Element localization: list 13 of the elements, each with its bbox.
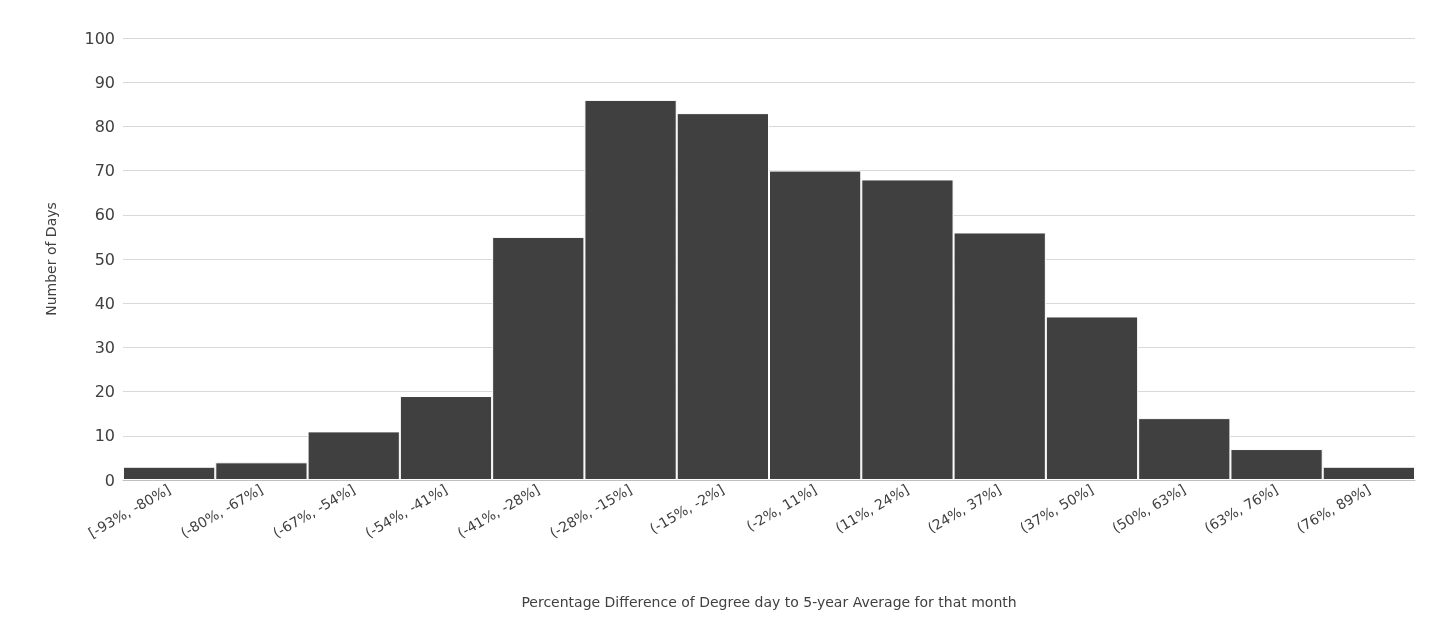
y-tick-label: 90 [94, 72, 115, 92]
y-tick-label: 80 [94, 116, 115, 136]
y-tick-label: 70 [94, 161, 115, 181]
y-axis-title: Number of Days [43, 202, 59, 316]
y-tick-label: 50 [94, 249, 115, 269]
x-axis-title: Percentage Difference of Degree day to 5-year Average for that month [521, 594, 1017, 610]
y-tick-label: 0 [104, 470, 115, 490]
y-tick-label: 10 [94, 426, 115, 446]
y-tick-label: 100 [84, 28, 115, 48]
y-tick-label: 40 [94, 293, 115, 313]
y-tick-label: 60 [94, 205, 115, 225]
y-tick-label: 30 [94, 337, 115, 357]
y-tick-label: 20 [94, 382, 115, 402]
